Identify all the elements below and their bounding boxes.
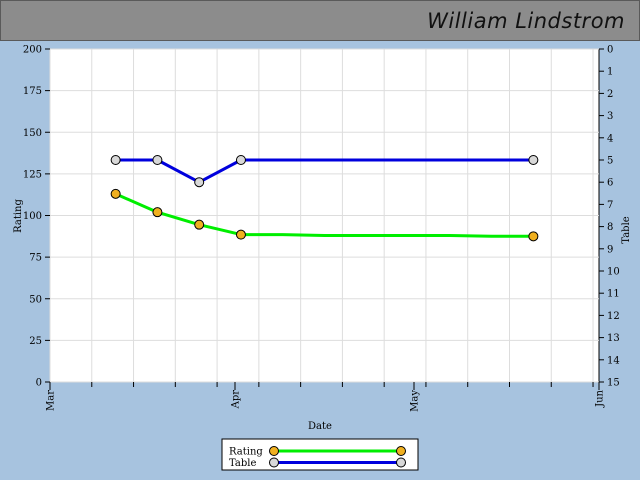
y-right-tick-label: 14	[607, 355, 620, 366]
y-right-tick-label: 8	[607, 222, 613, 233]
y-right-tick-label: 5	[607, 156, 613, 167]
y-right-tick-label: 6	[607, 178, 613, 189]
y-right-tick-label: 11	[607, 289, 620, 300]
legend-label-rating: Rating	[229, 447, 263, 458]
data-point-table	[236, 156, 245, 165]
y-right-tick-label: 4	[607, 133, 613, 144]
data-point-rating	[529, 232, 538, 241]
data-point-table	[111, 156, 120, 165]
legend-marker-table	[397, 458, 406, 467]
y-left-tick-label: 150	[23, 128, 42, 139]
x-tick-label: Mar	[46, 390, 57, 411]
y-right-tick-label: 0	[607, 45, 613, 56]
y-left-tick-label: 75	[29, 253, 42, 264]
y-right-tick-label: 1	[607, 67, 613, 78]
data-point-rating	[236, 230, 245, 239]
y-right-tick-label: 10	[607, 267, 620, 278]
legend-marker-rating	[397, 447, 406, 456]
y-left-tick-label: 25	[29, 336, 42, 347]
data-point-table	[195, 178, 204, 187]
y-left-tick-label: 0	[36, 378, 42, 389]
x-tick-label: May	[410, 390, 421, 412]
y-right-tick-label: 9	[607, 244, 613, 255]
data-point-rating	[195, 220, 204, 229]
legend-marker-rating	[270, 447, 279, 456]
y-left-tick-label: 200	[23, 45, 42, 56]
y-right-tick-label: 7	[607, 200, 613, 211]
legend-label-table: Table	[229, 458, 256, 469]
legend-marker-table	[270, 458, 279, 467]
x-tick-label: Apr	[230, 390, 241, 410]
y-left-tick-label: 50	[29, 294, 42, 305]
data-point-table	[153, 156, 162, 165]
y-right-tick-label: 2	[607, 89, 613, 100]
y-right-tick-label: 3	[607, 111, 613, 122]
y-axis-label-right: Table	[621, 216, 632, 243]
y-axis-label-left: Rating	[13, 199, 24, 233]
data-point-rating	[111, 189, 120, 198]
y-right-tick-label: 13	[607, 333, 620, 344]
y-right-tick-label: 12	[607, 311, 620, 322]
x-axis-label: Date	[308, 421, 332, 432]
y-left-tick-label: 125	[23, 169, 42, 180]
data-point-table	[529, 156, 538, 165]
y-right-tick-label: 15	[607, 378, 620, 389]
y-left-tick-label: 100	[23, 211, 42, 222]
x-tick-label: Jun	[595, 389, 606, 407]
data-point-rating	[153, 208, 162, 217]
y-left-tick-label: 175	[23, 86, 42, 97]
